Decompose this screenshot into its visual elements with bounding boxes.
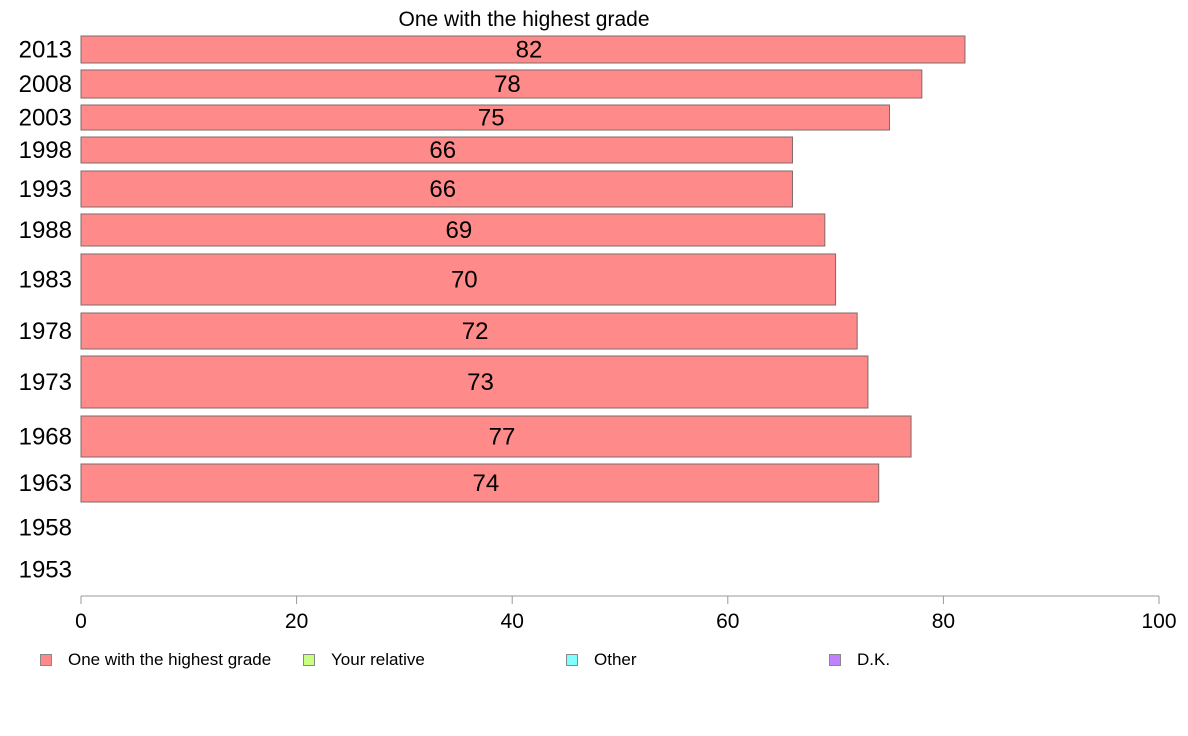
bars-layer: 82 78 75 66 66 69 70 72 73 77 74 <box>80 35 966 503</box>
chart-title: One with the highest grade <box>399 8 650 31</box>
bar-value-label: 75 <box>478 105 505 132</box>
y-tick-label: 2008 <box>19 71 72 98</box>
y-tick-label: 1978 <box>19 318 72 345</box>
legend-label-dk: D.K. <box>857 650 891 669</box>
bar <box>80 253 837 306</box>
y-tick-label: 1998 <box>19 137 72 164</box>
bar <box>80 355 869 409</box>
x-tick-label: 0 <box>75 610 87 633</box>
bar <box>80 415 912 458</box>
legend-swatch-dk <box>829 654 841 666</box>
y-tick-label: 1973 <box>19 369 72 396</box>
y-tick-label: 1983 <box>19 267 72 294</box>
bar <box>80 463 880 503</box>
bar <box>80 136 793 164</box>
bar-value-label: 72 <box>462 318 489 345</box>
y-tick-label: 1963 <box>19 470 72 497</box>
legend-item-dk: D.K. <box>829 650 890 670</box>
y-tick-label: 1993 <box>19 176 72 203</box>
bar-value-label: 66 <box>429 137 456 164</box>
legend-label-your-relative: Your relative <box>331 650 425 669</box>
legend-swatch-other <box>566 654 578 666</box>
bar-value-label: 69 <box>446 217 473 244</box>
bar <box>80 35 966 64</box>
x-tick-label: 40 <box>501 610 524 633</box>
x-tick-label: 100 <box>1141 610 1176 633</box>
bar-value-label: 70 <box>451 267 478 294</box>
bar <box>80 69 923 99</box>
bar-value-label: 73 <box>467 369 494 396</box>
x-tick-label: 80 <box>932 610 955 633</box>
bar-value-label: 74 <box>473 470 500 497</box>
x-tick-label: 60 <box>716 610 739 633</box>
bar <box>80 170 793 208</box>
y-tick-label: 1968 <box>19 424 72 451</box>
legend-item-your-relative: Your relative <box>303 650 425 670</box>
y-tick-label: 2013 <box>19 37 72 64</box>
bar-value-label: 66 <box>429 176 456 203</box>
bar-value-label: 82 <box>516 37 543 64</box>
y-tick-label: 1958 <box>19 515 72 542</box>
y-tick-label: 1953 <box>19 557 72 584</box>
bar-value-label: 77 <box>489 424 516 451</box>
bar <box>80 312 858 350</box>
bar-value-label: 78 <box>494 71 521 98</box>
legend-label-highest-grade: One with the highest grade <box>68 650 272 669</box>
legend-label-other: Other <box>594 650 637 669</box>
legend-swatch-highest-grade <box>40 654 52 666</box>
y-tick-label: 2003 <box>19 105 72 132</box>
legend-item-other: Other <box>566 650 637 670</box>
legend-swatch-your-relative <box>303 654 315 666</box>
x-tick-label: 20 <box>285 610 308 633</box>
legend-item-highest-grade: One with the highest grade <box>40 650 271 670</box>
bar <box>80 104 890 131</box>
y-tick-label: 1988 <box>19 217 72 244</box>
y-axis-labels: 2013 2008 2003 1998 1993 1988 1983 1978 1973 1968… <box>19 37 72 584</box>
legend: One with the highest grade Your relative… <box>0 650 1188 672</box>
bar <box>80 213 826 247</box>
x-axis: 0 20 40 60 80 100 <box>75 595 1177 633</box>
